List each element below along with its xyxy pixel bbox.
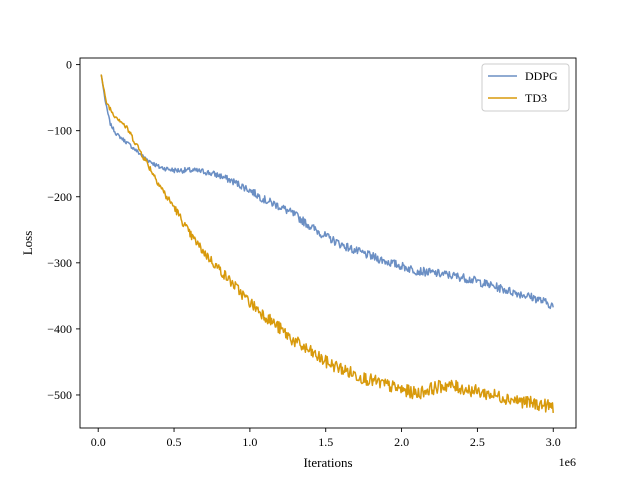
series-layer (100, 74, 554, 413)
y-tick-label: 0 (66, 58, 72, 72)
series-line-ddpg (100, 74, 554, 310)
y-tick-label: −100 (47, 124, 72, 138)
legend-label-ddpg: DDPG (525, 69, 558, 83)
x-tick-label: 1.5 (318, 435, 333, 449)
x-axis: 0.0 0.5 1.0 1.5 2.0 2.5 3.0 (91, 428, 561, 449)
series-line-td3 (100, 74, 554, 413)
x-tick-label: 0.5 (167, 435, 182, 449)
legend: DDPG TD3 (481, 63, 570, 112)
y-tick-label: −500 (47, 388, 72, 402)
x-tick-label: 2.0 (394, 435, 409, 449)
x-tick-label: 0.0 (91, 435, 106, 449)
x-tick-label: 3.0 (546, 435, 561, 449)
y-axis: 0 −100 −200 −300 −400 −500 (47, 58, 80, 402)
y-tick-label: −400 (47, 322, 72, 336)
y-tick-label: −200 (47, 190, 72, 204)
plot-frame (79, 57, 577, 429)
y-tick-label: −300 (47, 256, 72, 270)
x-axis-multiplier: 1e6 (559, 455, 576, 469)
x-tick-label: 1.0 (242, 435, 257, 449)
x-tick-label: 2.5 (470, 435, 485, 449)
x-axis-label: Iterations (303, 455, 352, 470)
y-axis-label: Loss (20, 231, 35, 256)
legend-label-td3: TD3 (525, 91, 547, 105)
